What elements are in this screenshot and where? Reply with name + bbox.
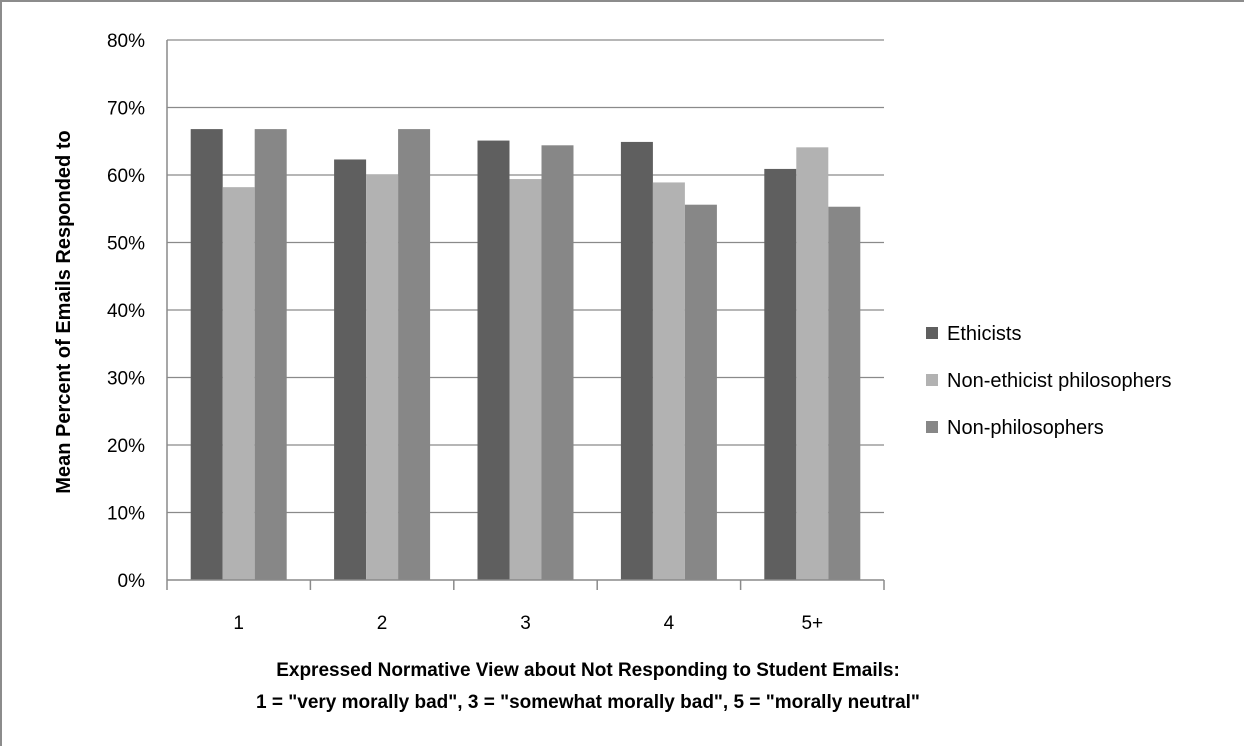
legend-swatch (926, 374, 938, 386)
legend-label: Ethicists (947, 323, 1021, 345)
x-tick-label: 4 (664, 613, 675, 634)
legend-label: Non-ethicist philosophers (947, 370, 1172, 392)
bar (477, 140, 510, 580)
y-tick-label: 50% (107, 234, 145, 255)
bar (366, 174, 399, 580)
x-tick-label: 3 (520, 613, 531, 634)
y-tick-label: 80% (107, 31, 145, 52)
bar (334, 159, 367, 580)
x-tick-label: 1 (233, 613, 244, 634)
legend-label: Non-philosophers (947, 417, 1104, 439)
bar (190, 129, 223, 580)
bar (828, 206, 861, 580)
bar (509, 179, 542, 581)
y-tick-label: 20% (107, 436, 145, 457)
y-tick-label: 10% (107, 504, 145, 525)
bar (796, 147, 829, 580)
x-tick-label: 5+ (801, 613, 823, 634)
bar (684, 204, 717, 580)
legend-swatch (926, 421, 938, 433)
y-tick-label: 40% (107, 301, 145, 322)
x-tick-labels: 1 2 3 4 5+ (233, 613, 823, 634)
bar (398, 129, 431, 580)
bar (764, 168, 797, 581)
axes (166, 40, 885, 590)
bar (254, 129, 287, 580)
bars (190, 129, 861, 581)
bar (652, 182, 685, 581)
bar (541, 145, 574, 581)
y-axis-label: Mean Percent of Emails Responded to (53, 130, 75, 493)
x-tick-label: 2 (377, 613, 388, 634)
x-axis-label-line-2: 1 = "very morally bad", 3 = "somewhat mo… (256, 692, 920, 713)
legend-swatch (926, 327, 938, 339)
y-tick-label: 30% (107, 369, 145, 390)
y-tick-labels: 0% 10% 20% 30% 40% 50% 60% 70% 80% (107, 31, 145, 592)
y-tick-label: 70% (107, 99, 145, 120)
bar (620, 141, 653, 581)
bar (222, 187, 255, 580)
y-tick-label: 60% (107, 166, 145, 187)
x-axis-label-line-1: Expressed Normative View about Not Respo… (276, 660, 900, 681)
y-tick-label: 0% (118, 571, 146, 592)
legend: Ethicists Non-ethicist philosophers Non-ph… (926, 323, 1172, 439)
